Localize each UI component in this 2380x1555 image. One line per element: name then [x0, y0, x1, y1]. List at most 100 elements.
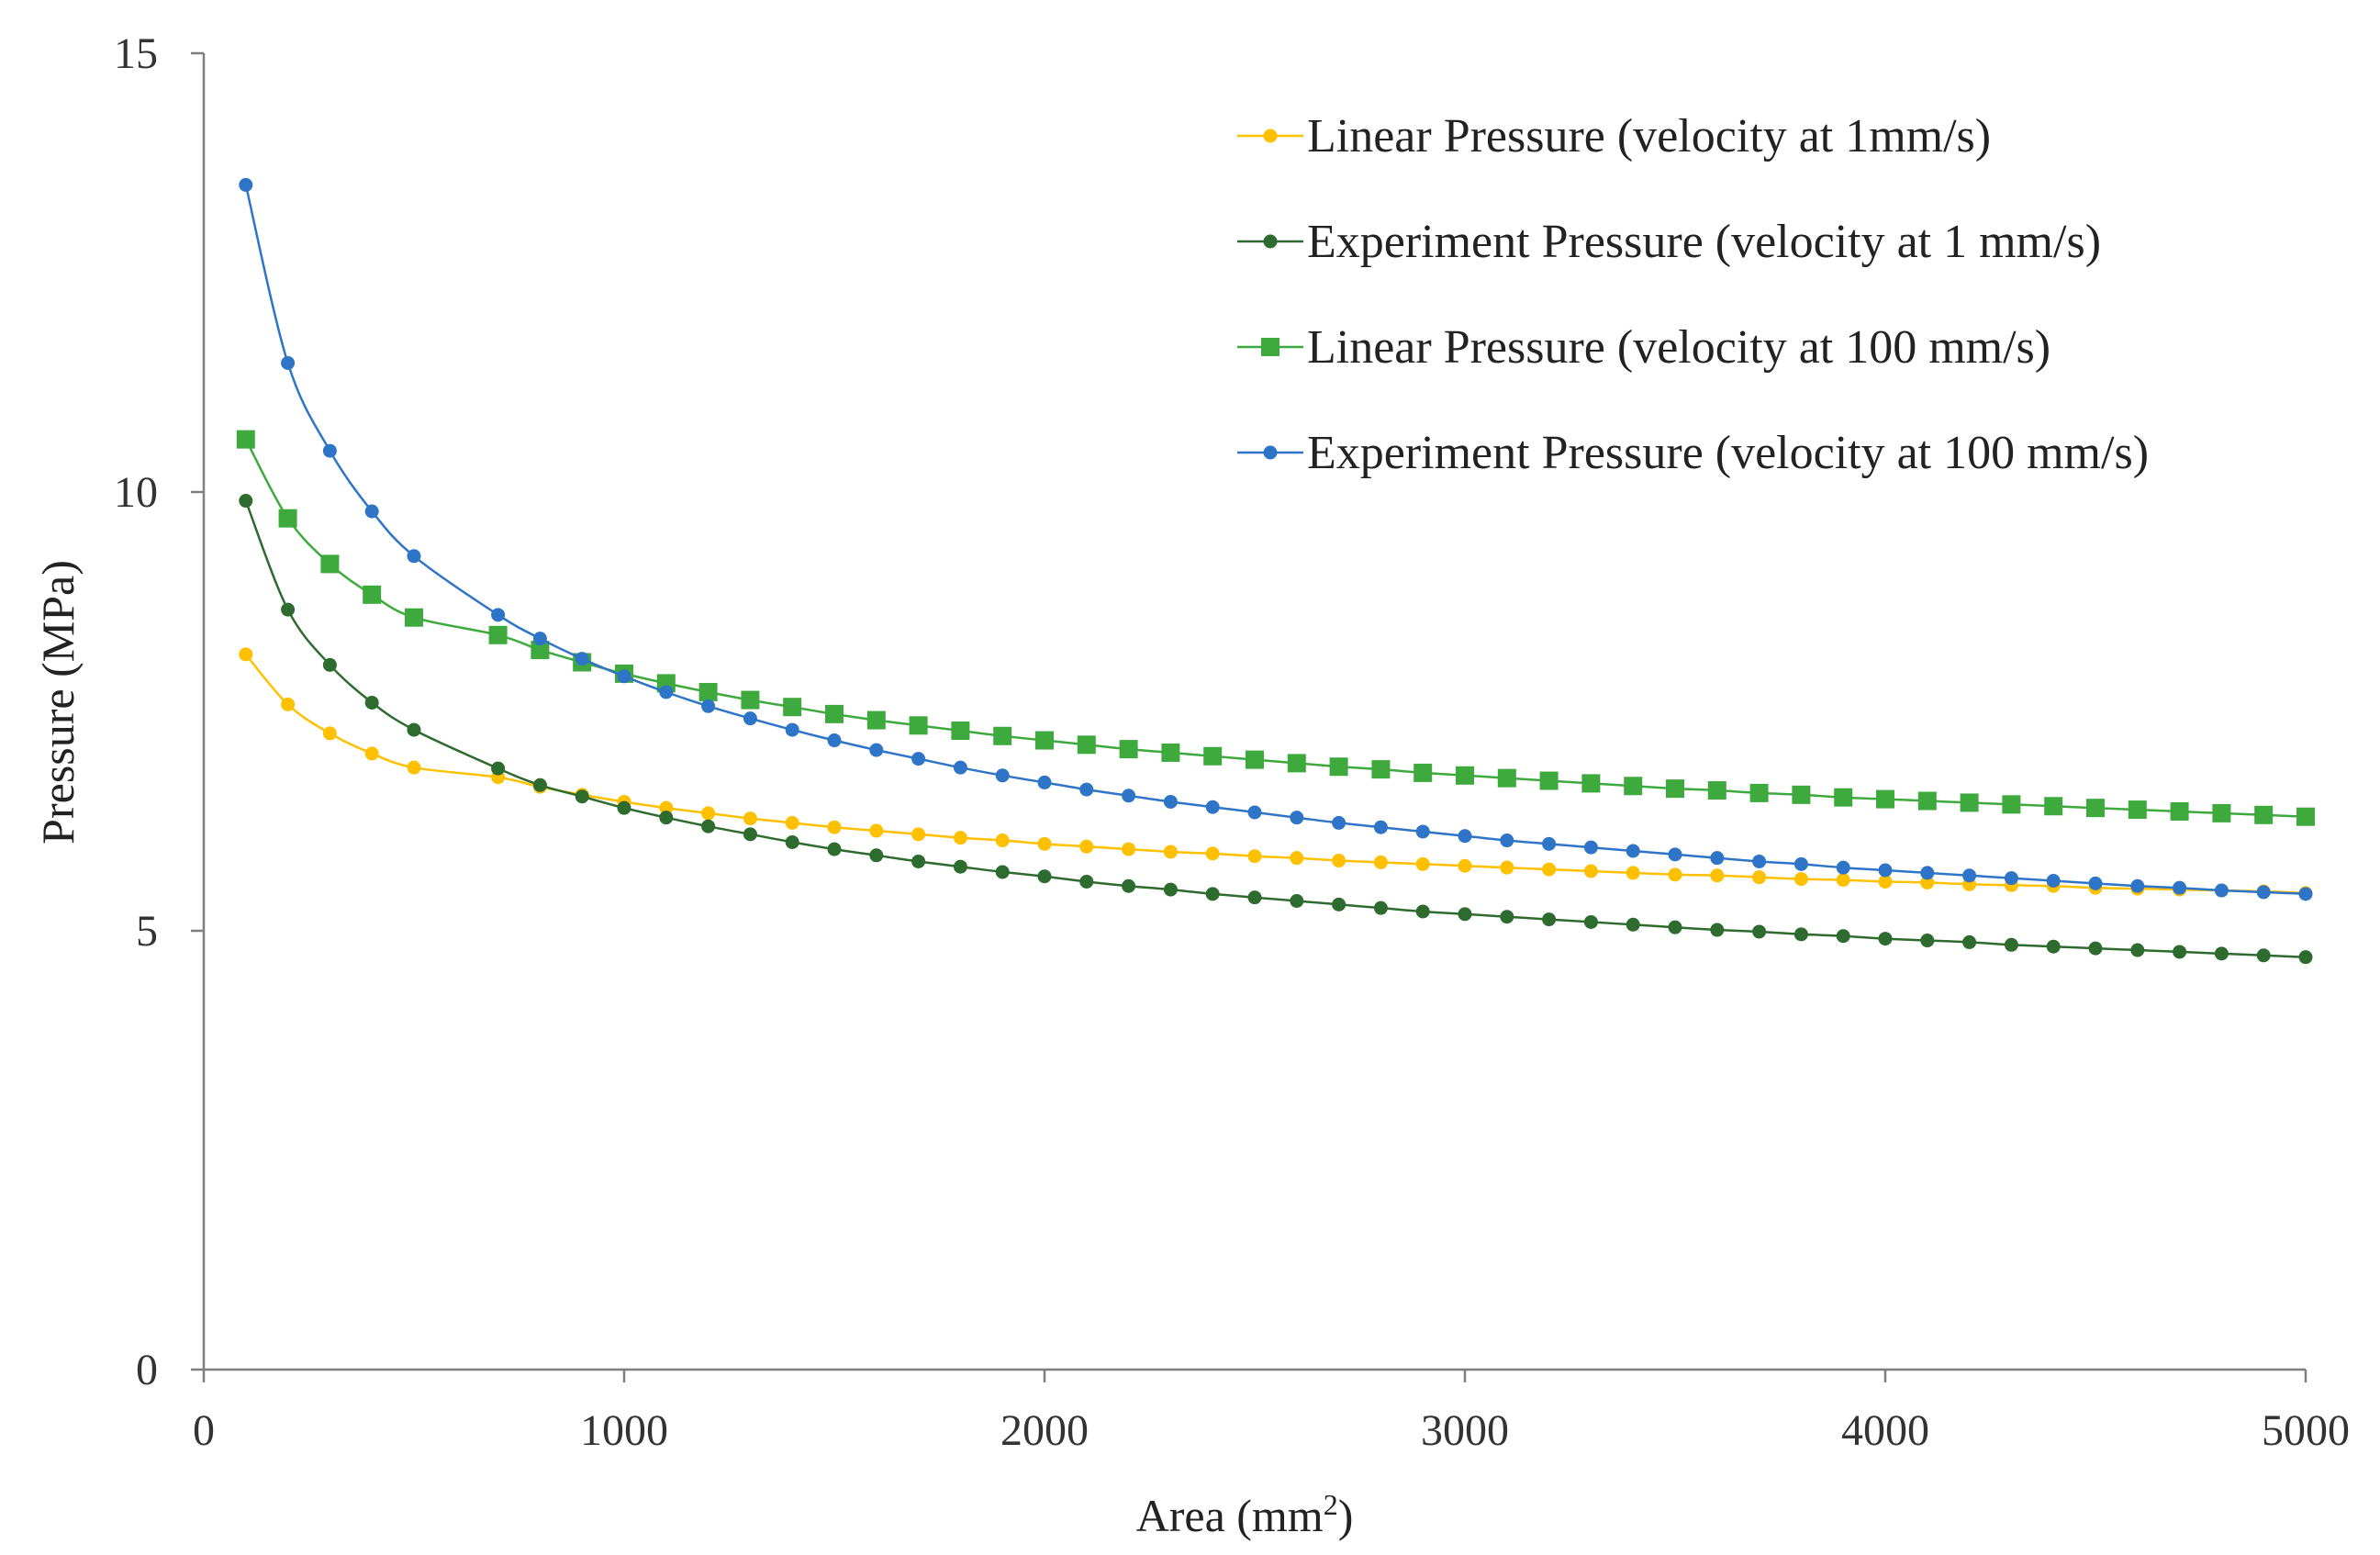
data-point	[2212, 803, 2231, 822]
data-point	[1626, 844, 1640, 858]
data-point	[698, 682, 718, 701]
data-point	[575, 652, 589, 666]
series-line	[244, 185, 2307, 896]
data-point	[827, 820, 842, 834]
data-point	[2298, 950, 2313, 965]
data-point	[1920, 866, 1935, 880]
data-point	[1668, 867, 1682, 882]
data-point	[617, 800, 631, 815]
data-point	[953, 859, 967, 874]
x-tick-label: 4000	[1841, 1406, 1929, 1455]
data-point	[827, 733, 842, 748]
data-point	[1037, 775, 1052, 789]
data-point	[1329, 757, 1348, 777]
data-point	[1710, 923, 1725, 937]
data-point	[1497, 768, 1516, 788]
data-point	[1290, 893, 1304, 908]
data-point	[1581, 774, 1601, 793]
legend-label: Experiment Pressure (velocity at 1 mm/s)	[1307, 216, 2101, 268]
data-point	[1413, 763, 1433, 782]
series-1	[239, 647, 2313, 901]
data-point	[2088, 941, 2103, 956]
series-2	[239, 494, 2313, 965]
series-layer	[236, 177, 2315, 965]
data-point	[2046, 939, 2061, 954]
data-point	[953, 760, 967, 775]
data-point	[785, 815, 799, 830]
data-point	[1542, 912, 1557, 927]
data-point	[1079, 874, 1094, 889]
data-point	[827, 842, 842, 856]
data-point	[407, 722, 421, 737]
x-tick-label: 1000	[580, 1406, 668, 1455]
y-tick-label: 0	[136, 1346, 158, 1394]
data-point	[2046, 874, 2061, 889]
data-point	[659, 800, 674, 815]
data-point	[1458, 829, 1472, 844]
data-point	[1205, 887, 1220, 901]
data-point	[825, 704, 844, 723]
data-point	[278, 509, 297, 528]
data-point	[909, 716, 928, 735]
data-point	[995, 768, 1010, 783]
data-point	[1371, 760, 1391, 779]
data-point	[575, 789, 589, 804]
data-point	[2214, 883, 2229, 898]
y-tick-label: 10	[114, 468, 158, 517]
data-point	[1500, 860, 1514, 875]
data-point	[866, 710, 886, 730]
data-point	[951, 722, 970, 741]
data-point	[869, 848, 884, 863]
data-point	[2086, 799, 2105, 818]
data-point	[491, 761, 506, 776]
data-point	[1373, 901, 1388, 915]
data-point	[1962, 868, 1977, 883]
data-point	[785, 722, 799, 737]
data-point	[1332, 854, 1346, 868]
data-point	[1793, 927, 1808, 942]
data-point	[1037, 869, 1052, 884]
data-point	[236, 430, 255, 449]
data-point	[1710, 868, 1725, 883]
legend: Linear Pressure (velocity at 1mm/s) Exper…	[1237, 110, 2149, 479]
data-point	[2296, 807, 2315, 826]
data-point	[1500, 910, 1514, 924]
x-tick-label: 5000	[2262, 1406, 2350, 1455]
y-tick-label: 5	[136, 907, 158, 956]
x-tick-label: 3000	[1421, 1406, 1509, 1455]
legend-entry: Linear Pressure (velocity at 1mm/s)	[1237, 110, 1991, 162]
data-point	[1920, 934, 1935, 948]
data-point	[1749, 783, 1769, 802]
data-point	[1415, 904, 1430, 919]
data-point	[1290, 851, 1304, 866]
legend-marker	[1263, 445, 1278, 460]
data-point	[1583, 914, 1598, 929]
data-point	[281, 697, 296, 711]
data-point	[532, 632, 547, 646]
data-point	[1668, 847, 1682, 862]
data-point	[1960, 793, 1979, 812]
data-point	[1161, 743, 1180, 762]
series-line	[244, 439, 2307, 818]
data-point	[1373, 855, 1388, 869]
data-point	[1962, 934, 1977, 949]
data-point	[1542, 862, 1557, 877]
data-point	[2128, 800, 2147, 820]
data-point	[239, 647, 253, 662]
data-point	[1037, 836, 1052, 851]
legend-entry: Experiment Pressure (velocity at 100 mm/…	[1237, 427, 2149, 479]
data-point	[2130, 943, 2145, 957]
data-point	[1247, 805, 1262, 820]
data-point	[1035, 731, 1054, 750]
data-point	[364, 746, 379, 761]
data-point	[239, 177, 253, 192]
data-point	[488, 625, 508, 644]
data-point	[701, 819, 716, 833]
data-point	[1163, 845, 1178, 859]
data-point	[1542, 836, 1557, 851]
data-point	[1290, 811, 1304, 825]
data-point	[1205, 800, 1220, 814]
x-axis-title-superscript: 2	[1324, 1488, 1338, 1521]
data-point	[364, 695, 379, 710]
data-point	[1792, 785, 1811, 804]
